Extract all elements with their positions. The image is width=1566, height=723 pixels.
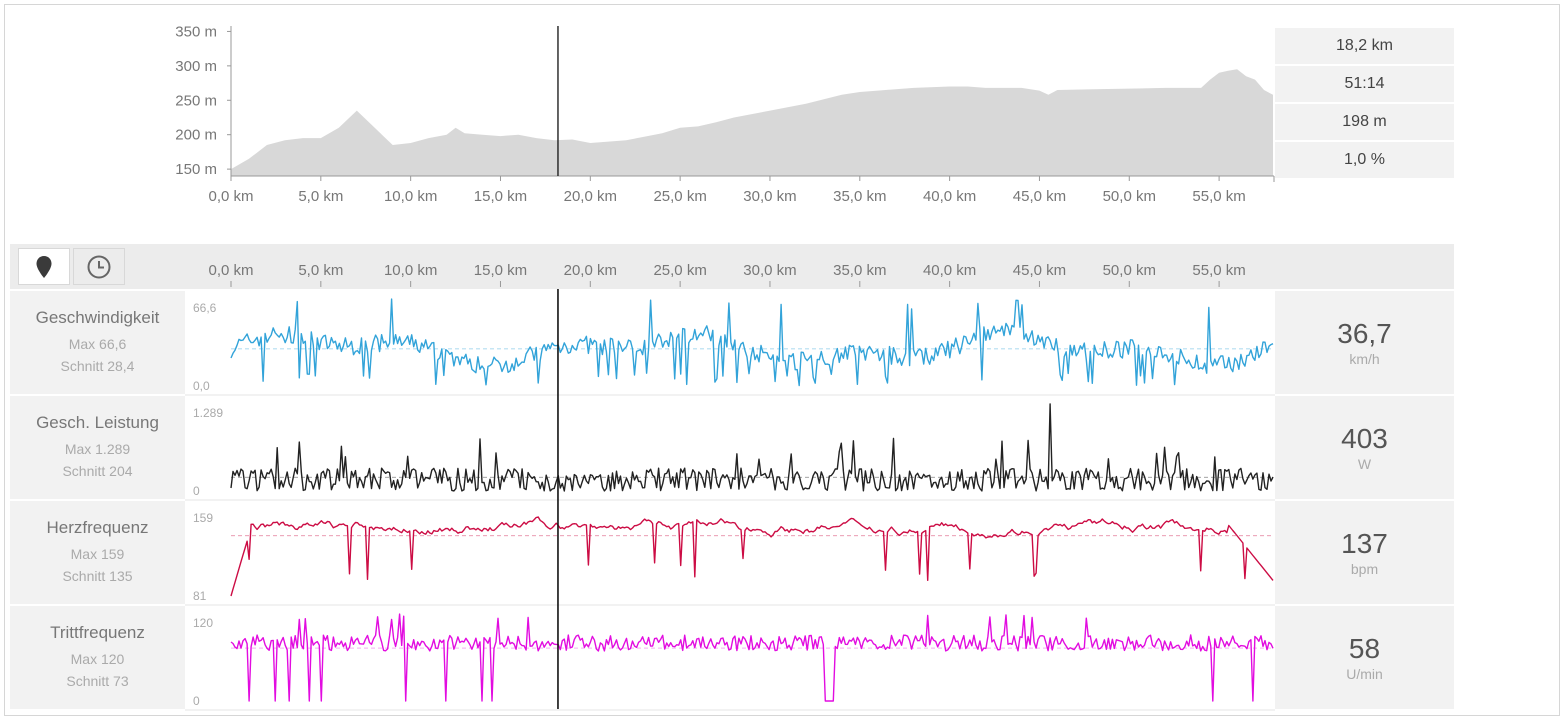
- row-label-speed: Geschwindigkeit Max 66,6 Schnitt 28,4: [10, 291, 185, 394]
- row-ymax-label: 1.289: [193, 406, 223, 420]
- toggle-distance-mode[interactable]: [18, 248, 70, 285]
- distance-tick-label: 10,0 km: [384, 262, 437, 279]
- row-avg: Schnitt 73: [66, 673, 129, 689]
- row-ymin-label: 0,0: [193, 379, 210, 393]
- elevation-x-tick-label: 20,0 km: [564, 188, 617, 205]
- distance-tick-label: 55,0 km: [1192, 262, 1245, 279]
- distance-tick-label: 45,0 km: [1013, 262, 1066, 279]
- elevation-x-tick-label: 35,0 km: [833, 188, 886, 205]
- row-value-speed: 36,7 km/h: [1275, 291, 1454, 394]
- row-value-cadence: 58 U/min: [1275, 606, 1454, 709]
- elevation-y-tick-label: 250 m: [175, 92, 217, 109]
- row-avg: Schnitt 204: [62, 463, 133, 479]
- summary-elevation: 198 m: [1275, 104, 1454, 140]
- elevation-x-tick-label: 25,0 km: [653, 188, 706, 205]
- current-unit: W: [1357, 455, 1372, 472]
- elevation-x-tick-label: 45,0 km: [1013, 188, 1066, 205]
- distance-tick-label: 30,0 km: [743, 262, 796, 279]
- row-max: Max 120: [70, 651, 125, 667]
- chart-frame: [4, 4, 1560, 716]
- elevation-x-tick-label: 40,0 km: [923, 188, 976, 205]
- summary-panel: 18,2 km 51:14 198 m 1,0 %: [1275, 28, 1454, 180]
- row-name: Gesch. Leistung: [36, 413, 159, 432]
- row-ymax-label: 66,6: [193, 301, 217, 315]
- row-name: Trittfrequenz: [50, 623, 145, 642]
- distance-tick-label: 50,0 km: [1103, 262, 1156, 279]
- elevation-x-tick-label: 50,0 km: [1103, 188, 1156, 205]
- summary-gradient: 1,0 %: [1275, 142, 1454, 178]
- elevation-x-tick-label: 5,0 km: [298, 188, 343, 205]
- distance-tick-label: 25,0 km: [653, 262, 706, 279]
- elevation-y-tick-label: 350 m: [175, 23, 217, 40]
- row-ymin-label: 0: [193, 694, 200, 708]
- series-line-trittfrequenz: [230, 613, 1274, 702]
- series-line-gesch-leistung: [230, 403, 1274, 492]
- row-value-heartrate: 137 bpm: [1275, 501, 1454, 604]
- row-max: Max 1.289: [64, 441, 131, 457]
- elevation-y-tick-label: 150 m: [175, 161, 217, 178]
- elevation-x-tick-label: 0,0 km: [208, 188, 253, 205]
- elevation-y-tick-label: 200 m: [175, 127, 217, 144]
- location-pin-icon: [36, 255, 52, 278]
- clock-icon: [87, 255, 111, 278]
- row-name: Herzfrequenz: [46, 518, 149, 537]
- distance-tick-label: 20,0 km: [564, 262, 617, 279]
- row-ymin-label: 0: [193, 484, 200, 498]
- series-line-geschwindigkeit: [230, 298, 1274, 387]
- row-ymax-label: 120: [193, 616, 213, 630]
- row-value-power: 403 W: [1275, 396, 1454, 499]
- distance-tick-label: 5,0 km: [298, 262, 343, 279]
- row-max: Max 66,6: [68, 336, 127, 352]
- distance-tick-label: 0,0 km: [208, 262, 253, 279]
- elevation-area: [231, 69, 1273, 176]
- current-unit: bpm: [1350, 560, 1379, 577]
- row-label-power: Gesch. Leistung Max 1.289 Schnitt 204: [10, 396, 185, 499]
- distance-tick-label: 15,0 km: [474, 262, 527, 279]
- toggle-time-mode[interactable]: [73, 248, 125, 285]
- row-name: Geschwindigkeit: [35, 308, 160, 327]
- current-value: 137: [1341, 527, 1388, 559]
- row-ymin-label: 81: [193, 589, 207, 603]
- elevation-x-tick-label: 55,0 km: [1192, 188, 1245, 205]
- current-unit: U/min: [1346, 665, 1383, 682]
- elevation-x-tick-label: 15,0 km: [474, 188, 527, 205]
- current-unit: km/h: [1349, 350, 1380, 367]
- distance-tick-label: 40,0 km: [923, 262, 976, 279]
- row-avg: Schnitt 28,4: [60, 358, 135, 374]
- current-value: 403: [1341, 422, 1388, 454]
- distance-axis-bar: [10, 244, 1454, 289]
- current-value: 36,7: [1337, 317, 1392, 349]
- distance-tick-label: 35,0 km: [833, 262, 886, 279]
- elevation-y-tick-label: 300 m: [175, 58, 217, 75]
- summary-distance: 18,2 km: [1275, 28, 1454, 64]
- row-label-cadence: Trittfrequenz Max 120 Schnitt 73: [10, 606, 185, 709]
- row-ymax-label: 159: [193, 511, 213, 525]
- row-avg: Schnitt 135: [62, 568, 133, 584]
- row-max: Max 159: [70, 546, 125, 562]
- elevation-x-tick-label: 10,0 km: [384, 188, 437, 205]
- row-label-heartrate: Herzfrequenz Max 159 Schnitt 135: [10, 501, 185, 604]
- current-value: 58: [1348, 632, 1381, 664]
- series-line-herzfrequenz: [230, 516, 1274, 597]
- summary-duration: 51:14: [1275, 66, 1454, 102]
- elevation-x-tick-label: 30,0 km: [743, 188, 796, 205]
